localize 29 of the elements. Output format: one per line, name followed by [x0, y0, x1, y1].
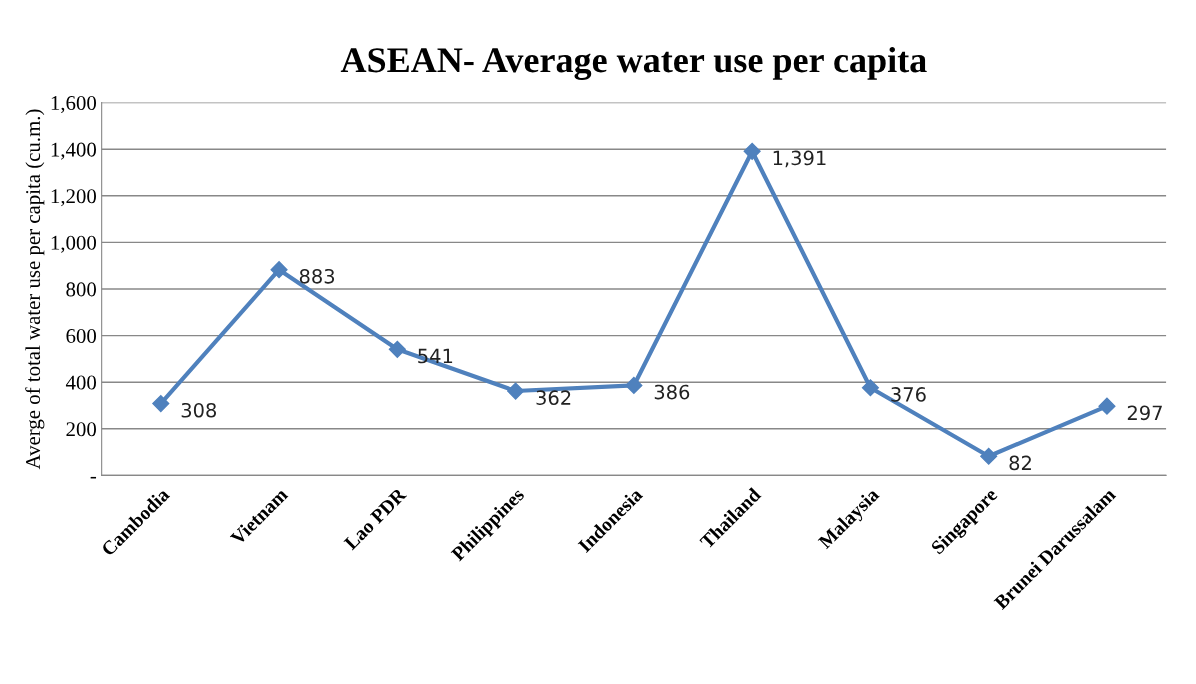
data-label: 883: [299, 268, 335, 284]
y-tick-label: 1,000: [51, 235, 96, 253]
data-label: 541: [418, 348, 453, 364]
data-label: 308: [181, 402, 217, 418]
y-tick-label: 1,600: [51, 95, 96, 114]
data-label: 386: [654, 384, 690, 400]
y-tick-label: 600: [66, 328, 96, 344]
data-label: 82: [1009, 455, 1031, 471]
point: [861, 379, 879, 397]
point: [270, 261, 288, 279]
point: [388, 340, 406, 358]
y-axis-title: Averge of total water use per capita (cu.m.): [25, 109, 45, 470]
y-tick-label: -: [90, 476, 97, 479]
y-tick-label: 1,200: [51, 189, 96, 207]
point: [507, 382, 525, 400]
point: [980, 447, 998, 465]
y-tick-label: 1,400: [51, 142, 96, 160]
point: [743, 142, 761, 160]
chart-title: ASEAN- Average water use per capita: [340, 46, 927, 81]
y-tick-label: 200: [66, 422, 96, 437]
data-label: 376: [891, 387, 926, 402]
data-label: 362: [536, 390, 571, 406]
data-label: 1,391: [773, 150, 826, 168]
point: [1098, 397, 1116, 415]
point: [152, 395, 170, 413]
y-tick-label: 800: [66, 282, 96, 297]
y-tick-label: 400: [65, 375, 96, 390]
point: [625, 376, 643, 394]
data-label: 297: [1127, 405, 1162, 421]
